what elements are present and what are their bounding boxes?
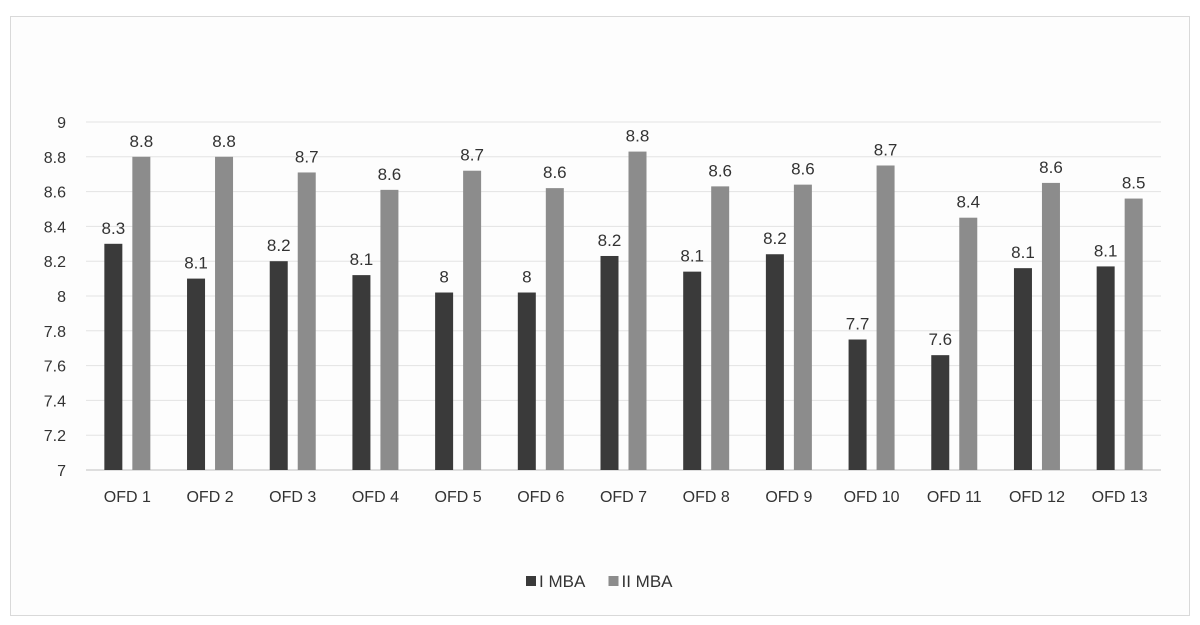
y-tick-label: 7 [57,463,66,480]
bar-ii-mba [1041,182,1060,470]
bar-ii-mba [132,156,151,471]
data-label: 8.8 [626,127,650,146]
bar-i-mba [848,339,867,470]
x-tick-label: OFD 6 [517,489,564,506]
data-label: 8.6 [1039,158,1063,177]
data-label: 8.5 [1122,174,1146,193]
data-label: 8.2 [598,231,622,250]
legend-label: I MBA [539,572,586,591]
data-label: 8.7 [460,146,484,165]
data-label: 8.8 [130,132,154,151]
bars [104,151,1143,471]
bar-ii-mba [463,170,482,470]
data-label: 8 [439,268,448,287]
bar-ii-mba [297,172,316,470]
bar-i-mba [104,243,123,470]
x-axis: OFD 1 OFD 2 OFD 3 OFD 4 OFD 5 OFD 6 OFD 7 OFD 8… [104,489,1148,506]
x-tick-label: OFD 4 [352,489,399,506]
data-label: 8.6 [708,161,732,180]
x-tick-label: OFD 13 [1092,489,1148,506]
data-label: 8.3 [102,219,126,238]
bar-i-mba [269,261,288,470]
legend-swatch-i-mba [526,576,536,586]
x-tick-label: OFD 1 [104,489,151,506]
data-label: 7.6 [928,330,952,349]
y-tick-label: 7.4 [44,393,66,410]
data-label: 8.2 [763,229,787,248]
y-tick-label: 7.2 [44,428,66,445]
y-tick-label: 8.4 [44,219,66,236]
data-label: 8.4 [956,193,980,212]
data-label: 8.8 [212,132,236,151]
data-labels: 8.3 8.8 8.1 8.8 8.2 8.7 8.1 8.6 8 8.7 8 8.6 8.2 8.8 8.… [102,127,1146,350]
legend: I MBA II MBA [526,572,673,591]
x-tick-label: OFD 12 [1009,489,1065,506]
bar-ii-mba [793,184,812,470]
y-axis: 7 7.2 7.4 7.6 7.8 8 8.2 8.4 8.6 8.8 9 [44,115,66,480]
x-tick-label: OFD 7 [600,489,647,506]
data-label: 8.6 [378,165,402,184]
x-tick-label: OFD 2 [186,489,233,506]
y-tick-label: 8.8 [44,150,66,167]
bar-ii-mba [215,156,234,471]
data-label: 8.2 [267,236,291,255]
x-tick-label: OFD 11 [927,489,982,506]
data-label: 8.6 [791,160,815,179]
x-tick-label: OFD 10 [844,489,900,506]
bar-chart: 7 7.2 7.4 7.6 7.8 8 8.2 8.4 8.6 8.8 9 8.3 8.8 8.1 8.8… [44,115,1161,591]
bar-i-mba [435,292,454,470]
x-tick-label: OFD 8 [683,489,730,506]
bar-i-mba [1013,268,1032,470]
bar-ii-mba [545,188,564,470]
y-tick-label: 7.6 [44,359,66,376]
data-label: 8.1 [1011,243,1035,262]
bar-i-mba [765,254,784,470]
bar-i-mba [683,271,702,470]
x-tick-label: OFD 9 [765,489,812,506]
y-tick-label: 8.6 [44,185,66,202]
data-label: 8.1 [680,247,704,266]
legend-swatch-ii-mba [608,576,619,586]
bar-ii-mba [380,189,399,471]
bar-ii-mba [628,151,647,470]
gridlines [86,121,1161,471]
y-tick-label: 9 [57,115,66,132]
bar-i-mba [600,255,619,470]
data-label: 8 [522,268,531,287]
legend-label: II MBA [622,572,674,591]
bar-ii-mba [1124,198,1143,470]
bar-i-mba [517,292,536,470]
bar-i-mba [931,355,950,470]
bar-ii-mba [876,165,895,470]
data-label: 8.1 [184,254,208,273]
bar-i-mba [187,278,206,470]
x-tick-label: OFD 3 [269,489,316,506]
data-label: 8.1 [1094,241,1118,260]
bar-ii-mba [711,186,730,470]
y-tick-label: 8.2 [44,254,66,271]
bar-i-mba [1096,266,1115,470]
data-label: 8.6 [543,163,567,182]
y-tick-label: 8 [57,289,66,306]
bar-i-mba [352,275,371,470]
chart-frame: 7 7.2 7.4 7.6 7.8 8 8.2 8.4 8.6 8.8 9 8.3 8.8 8.1 8.8… [10,16,1190,616]
data-label: 7.7 [846,315,870,334]
data-label: 8.7 [295,147,319,166]
x-tick-label: OFD 5 [435,489,482,506]
data-label: 8.1 [350,250,374,269]
bar-ii-mba [959,217,978,470]
y-tick-label: 7.8 [44,324,66,341]
data-label: 8.7 [874,141,898,160]
